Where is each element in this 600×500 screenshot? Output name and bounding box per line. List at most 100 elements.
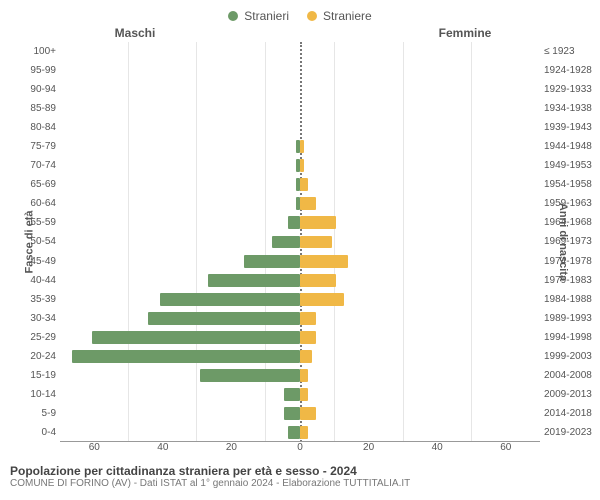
x-tick: 60 — [471, 442, 540, 458]
bar-row — [60, 271, 540, 290]
bar-row — [60, 347, 540, 366]
bar-row — [60, 404, 540, 423]
bar-male — [244, 255, 300, 268]
bar-female — [300, 197, 316, 210]
x-tick: 60 — [60, 442, 129, 458]
legend-swatch-female — [307, 11, 317, 21]
bar-row — [60, 423, 540, 442]
y-tick-age: 10-14 — [0, 385, 56, 404]
bar-female — [300, 255, 348, 268]
bar-female — [300, 331, 316, 344]
legend-item-female: Straniere — [307, 6, 372, 26]
section-headers: Maschi Femmine — [0, 26, 600, 42]
y-tick-birth: 1964-1968 — [544, 213, 600, 232]
bar-female — [300, 350, 312, 363]
bar-male — [284, 407, 300, 420]
y-tick-age: 80-84 — [0, 118, 56, 137]
bar-row — [60, 137, 540, 156]
bar-male — [272, 236, 300, 249]
y-tick-birth: 1949-1953 — [544, 156, 600, 175]
y-tick-birth: 1954-1958 — [544, 175, 600, 194]
bar-male — [92, 331, 300, 344]
bar-row — [60, 80, 540, 99]
bar-female — [300, 426, 308, 439]
bar-female — [300, 388, 308, 401]
chart-title: Popolazione per cittadinanza straniera p… — [10, 464, 590, 478]
bar-rows — [60, 42, 540, 442]
legend: Stranieri Straniere — [0, 0, 600, 26]
y-tick-age: 100+ — [0, 42, 56, 61]
bar-male — [148, 312, 300, 325]
x-tick: 20 — [334, 442, 403, 458]
section-header-male: Maschi — [0, 26, 300, 42]
y-tick-age: 65-69 — [0, 175, 56, 194]
bar-male — [160, 293, 300, 306]
x-tick: 40 — [129, 442, 198, 458]
bar-female — [300, 369, 308, 382]
bar-row — [60, 232, 540, 251]
y-tick-birth: 1924-1928 — [544, 61, 600, 80]
x-axis-ticks: 6040200204060 — [60, 442, 540, 458]
bar-row — [60, 156, 540, 175]
y-tick-birth: 1979-1983 — [544, 271, 600, 290]
legend-swatch-male — [228, 11, 238, 21]
chart-footer: Popolazione per cittadinanza straniera p… — [0, 458, 600, 489]
y-tick-birth: 1994-1998 — [544, 328, 600, 347]
x-tick: 20 — [197, 442, 266, 458]
chart-subtitle: COMUNE DI FORINO (AV) - Dati ISTAT al 1°… — [10, 478, 590, 489]
bar-female — [300, 293, 344, 306]
bar-female — [300, 178, 308, 191]
y-tick-age: 5-9 — [0, 404, 56, 423]
y-tick-birth: 2009-2013 — [544, 385, 600, 404]
y-tick-age: 20-24 — [0, 347, 56, 366]
bar-row — [60, 366, 540, 385]
bar-row — [60, 194, 540, 213]
population-pyramid-chart: Stranieri Straniere Maschi Femmine Fasce… — [0, 0, 600, 500]
y-tick-age: 95-99 — [0, 61, 56, 80]
y-tick-age: 30-34 — [0, 309, 56, 328]
bar-female — [300, 216, 336, 229]
y-tick-age: 75-79 — [0, 137, 56, 156]
bar-row — [60, 290, 540, 309]
y-axis-title-right: Anni di nascita — [557, 203, 569, 281]
y-tick-birth: 2019-2023 — [544, 423, 600, 442]
y-tick-birth: 1959-1963 — [544, 194, 600, 213]
bar-male — [72, 350, 300, 363]
bar-row — [60, 118, 540, 137]
x-tick: 0 — [266, 442, 335, 458]
y-axis-title-left: Fasce di età — [23, 211, 35, 274]
y-tick-age: 85-89 — [0, 99, 56, 118]
bar-female — [300, 312, 316, 325]
bar-row — [60, 328, 540, 347]
bar-row — [60, 309, 540, 328]
bar-female — [300, 140, 304, 153]
y-tick-age: 25-29 — [0, 328, 56, 347]
y-axis-right: ≤ 19231924-19281929-19331934-19381939-19… — [540, 42, 600, 442]
bar-male — [208, 274, 300, 287]
y-tick-birth: 1999-2003 — [544, 347, 600, 366]
y-tick-birth: 1989-1993 — [544, 309, 600, 328]
y-tick-age: 70-74 — [0, 156, 56, 175]
bar-female — [300, 236, 332, 249]
y-tick-birth: 2004-2008 — [544, 366, 600, 385]
bar-female — [300, 407, 316, 420]
y-tick-birth: 1984-1988 — [544, 290, 600, 309]
y-tick-birth: 1939-1943 — [544, 118, 600, 137]
bar-row — [60, 61, 540, 80]
bar-row — [60, 99, 540, 118]
bar-row — [60, 385, 540, 404]
y-tick-age: 0-4 — [0, 423, 56, 442]
x-tick: 40 — [403, 442, 472, 458]
bar-male — [200, 369, 300, 382]
y-tick-birth: 1944-1948 — [544, 137, 600, 156]
plot-area — [60, 42, 540, 442]
bar-row — [60, 213, 540, 232]
y-tick-birth: ≤ 1923 — [544, 42, 600, 61]
bar-row — [60, 175, 540, 194]
legend-label-male: Stranieri — [244, 9, 289, 23]
bar-male — [288, 216, 300, 229]
y-tick-age: 15-19 — [0, 366, 56, 385]
section-header-female: Femmine — [300, 26, 600, 42]
bar-male — [284, 388, 300, 401]
y-tick-birth: 1934-1938 — [544, 99, 600, 118]
